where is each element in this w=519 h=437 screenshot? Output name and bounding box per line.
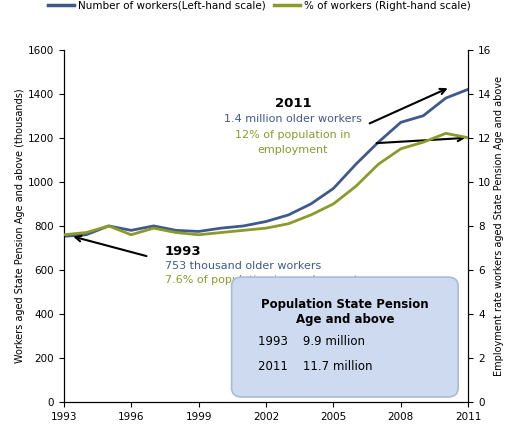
Text: 753 thousand older workers: 753 thousand older workers (165, 261, 321, 271)
Y-axis label: Employment rate workers aged State Pension Age and above: Employment rate workers aged State Pensi… (494, 76, 504, 376)
Text: 1993    9.9 million: 1993 9.9 million (258, 335, 365, 348)
Text: 2011    11.7 million: 2011 11.7 million (258, 360, 373, 373)
Text: Population State Pension
Age and above: Population State Pension Age and above (261, 298, 429, 326)
Text: 2011: 2011 (275, 97, 311, 110)
Text: 12% of population in: 12% of population in (235, 130, 351, 140)
FancyBboxPatch shape (231, 277, 458, 397)
Y-axis label: Workers aged State Pension Age and above (thousands): Workers aged State Pension Age and above… (15, 89, 25, 363)
Text: 1993: 1993 (165, 245, 201, 257)
Legend: Number of workers(Left-hand scale), % of workers (Right-hand scale): Number of workers(Left-hand scale), % of… (44, 0, 475, 15)
Text: employment: employment (258, 145, 328, 155)
Text: 1.4 million older workers: 1.4 million older workers (224, 114, 362, 125)
Text: 7.6% of population in employment: 7.6% of population in employment (165, 275, 358, 285)
